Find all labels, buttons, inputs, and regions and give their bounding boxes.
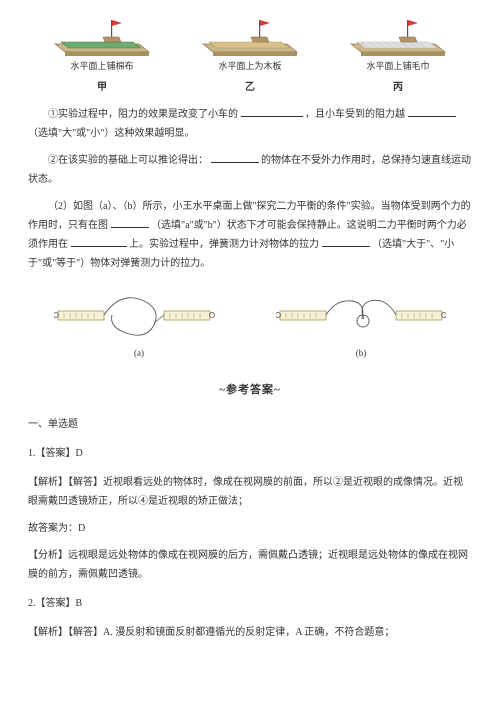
surface-svg-yi (195, 12, 305, 56)
diagram-jia: 水平面上铺棉布 甲 (47, 12, 157, 97)
q1p1-mid: ，且小车受到的阻力越 (305, 109, 405, 120)
spring-diagrams-row: (a) (b) (28, 285, 472, 362)
answer-1-conclusion: 故答案为：D (28, 519, 472, 538)
q2-blank1[interactable] (111, 217, 149, 228)
surface-label-jia: 水平面上铺棉布 (70, 58, 133, 75)
answer-1-explain: 【解析】【解答】近视眼看远处的物体时，像成在视网膜的前面，所以②是近视眼的成像情… (28, 473, 472, 511)
answers-section-title: 一、单选题 (28, 415, 472, 434)
q1-part1: ①实验过程中，阻力的效果是改变了小车的 ，且小车受到的阻力越 （选填"大"或"小… (28, 105, 472, 143)
q1p1-prefix: ①实验过程中，阻力的效果是改变了小车的 (48, 109, 238, 120)
spring-label-b: (b) (356, 345, 367, 362)
surface-char-yi: 乙 (245, 78, 255, 97)
spring-svg-b (276, 285, 446, 345)
surface-svg-bing (343, 12, 453, 56)
q1-part2: ②在该实验的基础上可以推论得出： 的物体在不受外力作用时，总保持匀速直线运动状态… (28, 151, 472, 189)
surface-diagrams-row: 水平面上铺棉布 甲 水平面上为木板 乙 (28, 12, 472, 97)
q1p1-blank2[interactable] (408, 106, 456, 117)
answer-1-number: 1.【答案】D (28, 444, 472, 463)
surface-char-bing: 丙 (393, 78, 403, 97)
spring-a: (a) (54, 285, 224, 362)
spring-svg-a (54, 285, 224, 345)
spring-b: (b) (276, 285, 446, 362)
q1p1-blank1[interactable] (241, 106, 303, 117)
q1p1-suffix: （选填"大"或"小"）这种效果越明显。 (28, 128, 194, 139)
diagram-yi: 水平面上为木板 乙 (195, 12, 305, 97)
q2-blank3[interactable] (322, 236, 370, 247)
q1p2-prefix: ②在该实验的基础上可以推论得出： (48, 155, 208, 166)
q2-text: （2）如图（a）、（b）所示，小王水平桌面上做"探究二力平衡的条件"实验。当物体… (28, 197, 472, 273)
answer-2-number: 2.【答案】B (28, 594, 472, 613)
surface-label-bing: 水平面上铺毛巾 (366, 58, 429, 75)
surface-svg-jia (47, 12, 157, 56)
q2-c: 上。实验过程中，弹簧测力计对物体的拉力 (129, 239, 319, 250)
surface-char-jia: 甲 (97, 78, 107, 97)
surface-label-yi: 水平面上为木板 (218, 58, 281, 75)
answers-header: ~参考答案~ (28, 380, 472, 401)
diagram-bing: 水平面上铺毛巾 丙 (343, 12, 453, 97)
answer-1-analysis: 【分析】远视眼是远处物体的像成在视网膜的后方，需佩戴凸透镜；近视眼是远处物体的像… (28, 546, 472, 584)
spring-label-a: (a) (134, 345, 144, 362)
q1p2-blank[interactable] (211, 152, 259, 163)
answer-2-explain: 【解析】【解答】A. 漫反射和镜面反射都遵循光的反射定律，A 正确，不符合题意； (28, 623, 472, 642)
q2-blank2[interactable] (71, 236, 127, 247)
